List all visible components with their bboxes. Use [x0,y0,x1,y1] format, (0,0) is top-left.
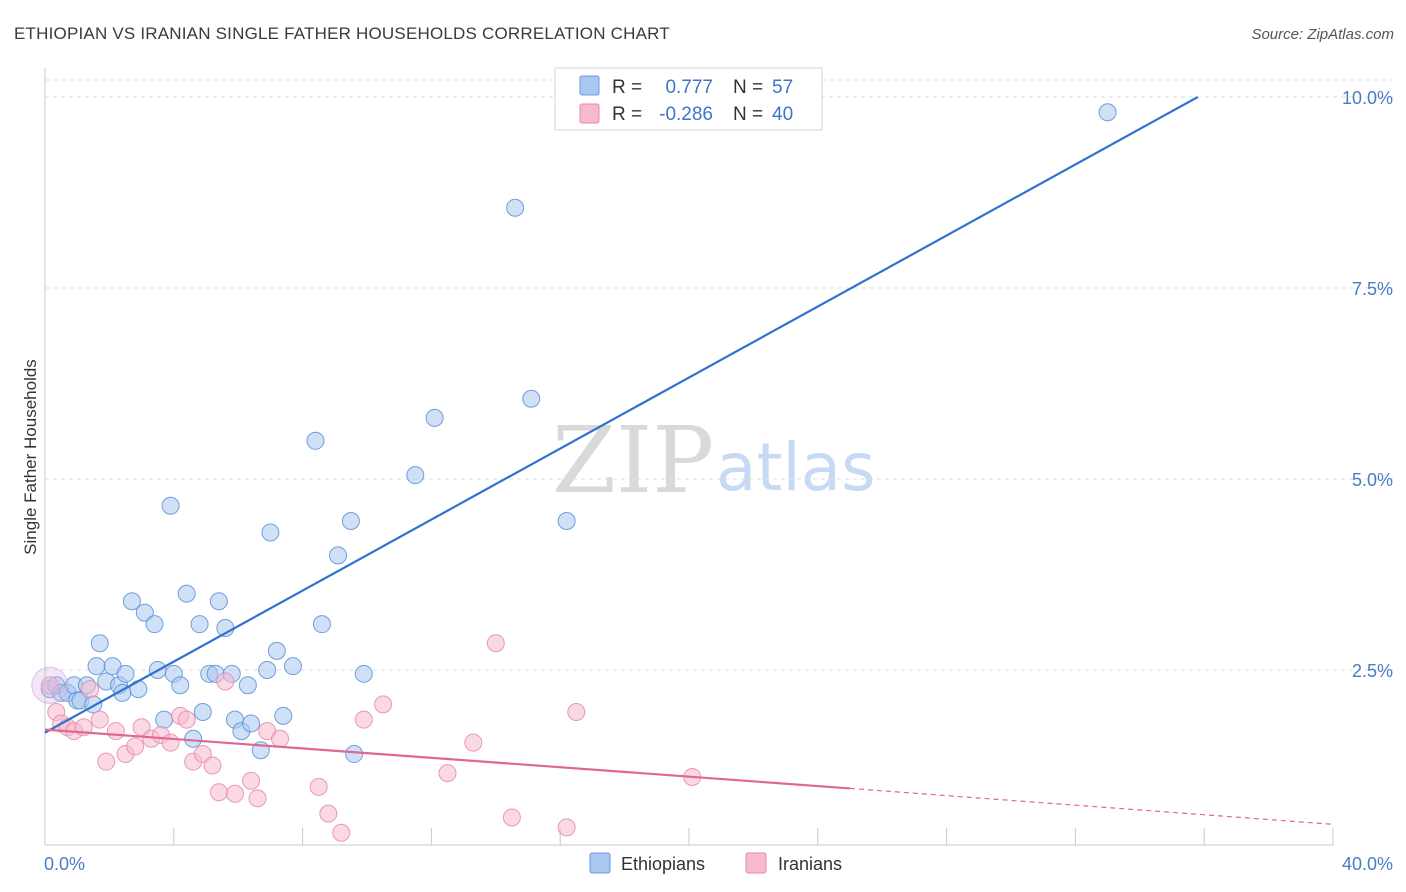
ethiopians-n-value: 57 [772,77,793,98]
scatter-points [31,103,1117,842]
iranians-point-30 [332,823,351,842]
ethiopians-point-36 [238,676,257,695]
iranians-n-value: 40 [772,104,793,125]
iranians-point-34 [464,733,483,752]
iranians-point-9 [106,722,125,741]
iranians-point-23 [225,784,244,803]
ethiopians-point-48 [345,745,364,764]
y-tick-label-1: 5.0% [1352,470,1393,490]
ethiopians-point-25 [177,584,196,603]
x-tick-label-min: 0.0% [44,854,85,874]
trend-lines [44,96,1334,825]
ethiopians-point-18 [135,603,154,622]
iranians-point-28 [309,777,328,796]
ethiopians-point-19 [145,615,164,634]
ethiopians-r-value: 0.777 [665,77,713,98]
ethiopians-point-51 [425,408,444,427]
iranians-point-15 [161,733,180,752]
source-label: Source: ZipAtlas.com [1251,26,1394,43]
ethiopians-point-45 [312,615,331,634]
ethiopians-point-31 [209,592,228,611]
ethiopians-point-47 [341,512,360,531]
iranians-point-29 [319,804,338,823]
iranians-n-label: N = [733,104,763,125]
ethiopians-point-9 [87,657,106,676]
iranians-legend-swatch [745,852,767,874]
chart-title: ETHIOPIAN VS IRANIAN SINGLE FATHER HOUSE… [14,24,670,43]
x-tick-label-max: 40.0% [1342,854,1393,874]
iranians-r-label: R = [612,104,642,125]
iranians-point-35 [486,634,505,653]
bottom-legend: Ethiopians Iranians [589,852,842,874]
ethiopians-point-41 [267,641,286,660]
iranians-point-17 [177,710,196,729]
iranians-point-7 [90,710,109,729]
ethiopians-legend-swatch [589,852,611,874]
ethiopians-point-53 [522,389,541,408]
ethiopians-point-44 [306,431,325,450]
iranians-point-6 [81,680,100,699]
ethiopians-point-39 [258,661,277,679]
watermark-zip: ZIP [552,407,714,514]
y-tick-label-0: 2.5% [1352,661,1393,681]
watermark-atlas: atlas [716,429,876,506]
ethiopians-point-42 [274,706,293,725]
gridlines [45,79,1393,671]
y-tick-label-2: 7.5% [1352,279,1393,299]
ethiopians-point-10 [90,634,109,653]
y-axis-title: Single Father Households [21,359,40,555]
ethiopians-point-40 [261,523,280,542]
y-tick-labels: 2.5% 5.0% 7.5% 10.0% [1342,88,1393,681]
ethiopians-point-22 [161,496,180,515]
ethiopians-r-label: R = [612,77,642,98]
iranians-point-21 [209,783,228,802]
ethiopians-point-52 [506,198,525,217]
overlap-cluster-point [31,666,69,704]
ethiopians-point-54 [557,512,576,531]
iranians-point-38 [567,703,586,722]
iranians-trend-extension [849,787,1334,825]
iranians-legend-label: Iranians [778,854,842,874]
iranians-point-20 [203,756,222,775]
ethiopians-n-label: N = [733,77,763,98]
ethiopians-stats-swatch [579,75,600,96]
iranians-point-24 [242,771,261,790]
ethiopians-point-46 [329,546,348,565]
iranians-point-36 [502,808,521,827]
iranians-point-31 [354,710,373,729]
iranians-point-37 [557,818,576,837]
ethiopians-point-28 [193,703,212,722]
iranians-point-22 [216,672,235,691]
ethiopians-point-43 [283,657,302,676]
iranians-point-25 [248,789,267,808]
iranians-r-value: -0.286 [659,104,713,125]
ethiopians-point-49 [354,664,373,683]
ethiopians-legend-label: Ethiopians [621,854,705,874]
ethiopians-point-37 [242,714,261,733]
iranians-point-11 [126,737,145,756]
stats-legend: R = 0.777 N = 57 R = -0.286 N = 40 [554,67,823,131]
iranians-point-33 [438,764,457,783]
ethiopians-point-17 [129,680,148,699]
iranians-stats-swatch [579,103,600,124]
ethiopians-point-50 [406,466,425,485]
ethiopians-point-21 [155,710,174,729]
ethiopians-point-24 [171,676,190,695]
ethiopians-point-27 [190,615,209,634]
y-tick-label-3: 10.0% [1342,88,1393,108]
iranians-point-27 [271,729,290,748]
ethiopians-point-55 [1098,103,1117,122]
iranians-point-19 [193,745,212,764]
iranians-point-32 [374,695,393,714]
iranians-trend-line [44,728,851,790]
iranians-point-8 [97,752,116,771]
ethiopians-point-16 [122,592,141,611]
iranians-point-0 [40,676,59,695]
ethiopians-point-26 [184,729,203,748]
ethiopians-point-15 [116,664,135,683]
ethiopians-trend-line [44,96,1199,734]
